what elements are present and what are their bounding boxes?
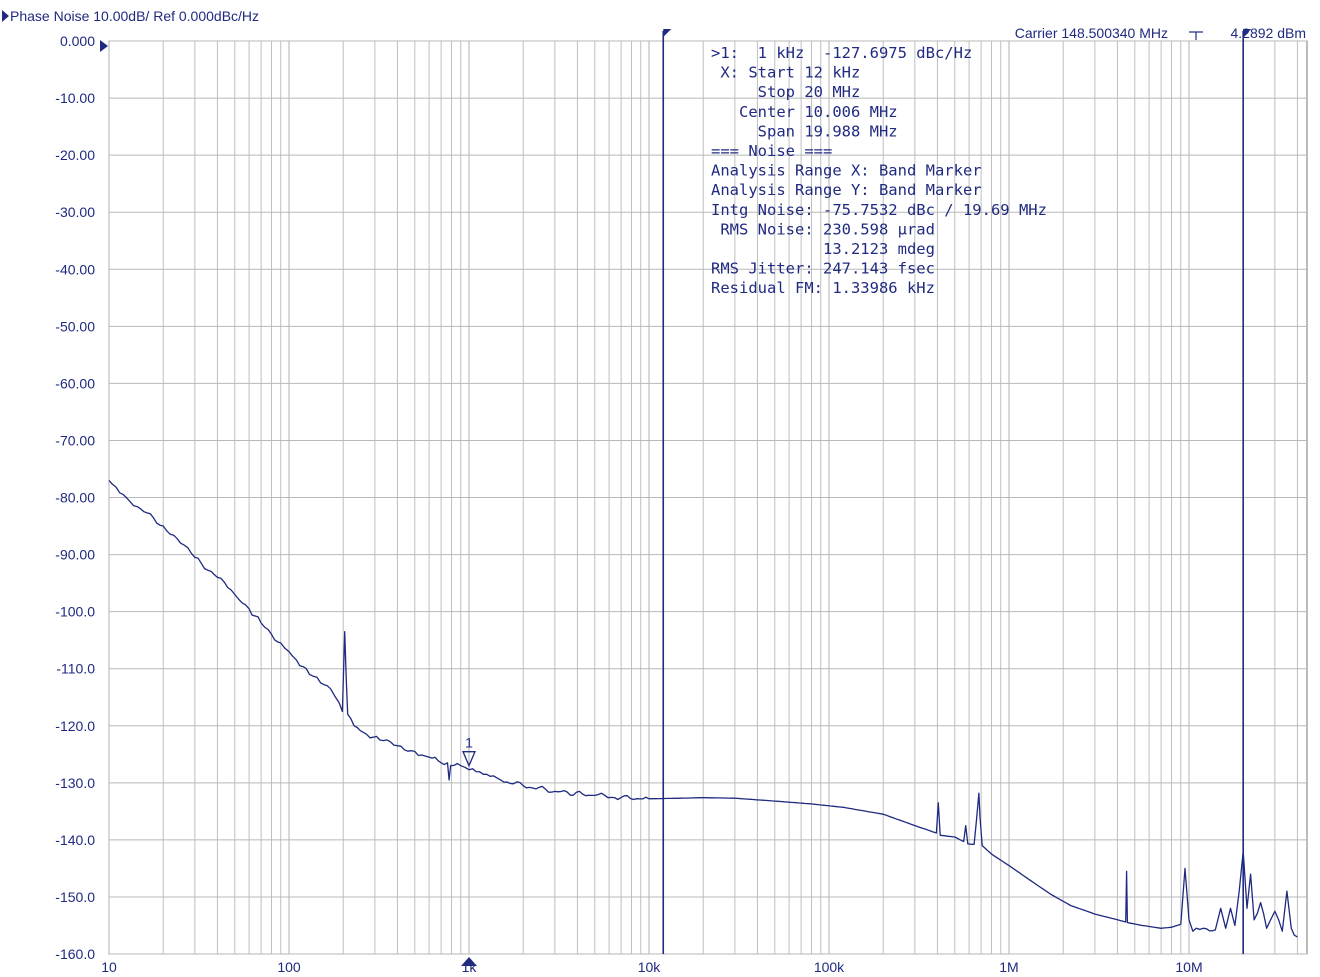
marker-triangle-icon	[462, 751, 476, 768]
y-axis-ticks: 0.000 -10.00 -20.00 -30.00 -40.00 -50.00 -60.0…	[55, 33, 95, 962]
carrier-power: 4.2892 dBm	[1231, 25, 1307, 41]
y-tick-label: -20.00	[55, 147, 95, 163]
phase-noise-trace	[108, 479, 1298, 938]
info-line: >1: 1 kHz -127.6975 dBc/Hz	[711, 44, 972, 62]
y-tick-label: -120.0	[55, 718, 95, 734]
info-line: 13.2123 mdeg	[711, 240, 935, 258]
x-tick-label: 10	[101, 959, 117, 975]
y-tick-label: -90.00	[55, 547, 95, 563]
y-tick-label: -150.0	[55, 889, 95, 905]
x-tick-label: 100k	[814, 959, 845, 975]
y-tick-label: -100.0	[55, 604, 95, 620]
y-tick-label: -50.00	[55, 318, 95, 334]
x-tick-label: 10M	[1175, 959, 1202, 975]
y-tick-label: -160.0	[55, 946, 95, 962]
band-marker-flag-icon	[1243, 29, 1252, 37]
carrier-frequency: Carrier 148.500340 MHz	[1015, 25, 1168, 41]
marker-label: 1	[465, 735, 473, 751]
band-marker-flag-icon	[663, 29, 672, 37]
y-tick-label: -130.0	[55, 775, 95, 791]
carrier-power-icon	[1189, 31, 1203, 40]
y-tick-label: -110.0	[56, 661, 95, 677]
info-line: Stop 20 MHz	[711, 83, 860, 101]
y-tick-label: -40.00	[55, 261, 95, 277]
trace-active-arrow-icon	[2, 10, 9, 22]
y-tick-label: -10.00	[55, 90, 95, 106]
info-line: Intg Noise: -75.7532 dBc / 19.69 MHz	[711, 201, 1047, 219]
x-tick-label: 1M	[999, 959, 1018, 975]
info-line: X: Start 12 kHz	[711, 64, 860, 82]
info-line: Span 19.988 MHz	[711, 122, 898, 140]
info-line: Analysis Range X: Band Marker	[711, 162, 982, 180]
y-tick-label: 0.000	[60, 33, 95, 49]
y-tick-label: -80.00	[55, 490, 95, 506]
info-line: Center 10.006 MHz	[711, 103, 898, 121]
x-tick-label: 100	[277, 959, 301, 975]
y-tick-label: -70.00	[55, 432, 95, 448]
info-line: RMS Jitter: 247.143 fsec	[711, 260, 935, 278]
info-line: === Noise ===	[711, 142, 832, 160]
y-tick-label: -60.00	[55, 375, 95, 391]
active-marker-arrow-icon	[461, 957, 477, 966]
info-line: RMS Noise: 230.598 µrad	[711, 220, 935, 238]
band-markers	[662, 29, 1252, 954]
info-line: Analysis Range Y: Band Marker	[711, 181, 982, 199]
y-tick-label: -30.00	[55, 204, 95, 220]
x-tick-label: 10k	[638, 959, 662, 975]
marker-1[interactable]: 1	[461, 735, 477, 966]
info-line: Residual FM: 1.33986 kHz	[711, 279, 935, 297]
measurement-info-panel: >1: 1 kHz -127.6975 dBc/Hz X: Start 12 k…	[711, 44, 1047, 297]
reference-level-arrow-icon	[100, 40, 108, 52]
chart-grid	[108, 40, 1307, 955]
y-tick-label: -140.0	[55, 832, 95, 848]
chart-title: Phase Noise 10.00dB/ Ref 0.000dBc/Hz	[10, 8, 259, 24]
